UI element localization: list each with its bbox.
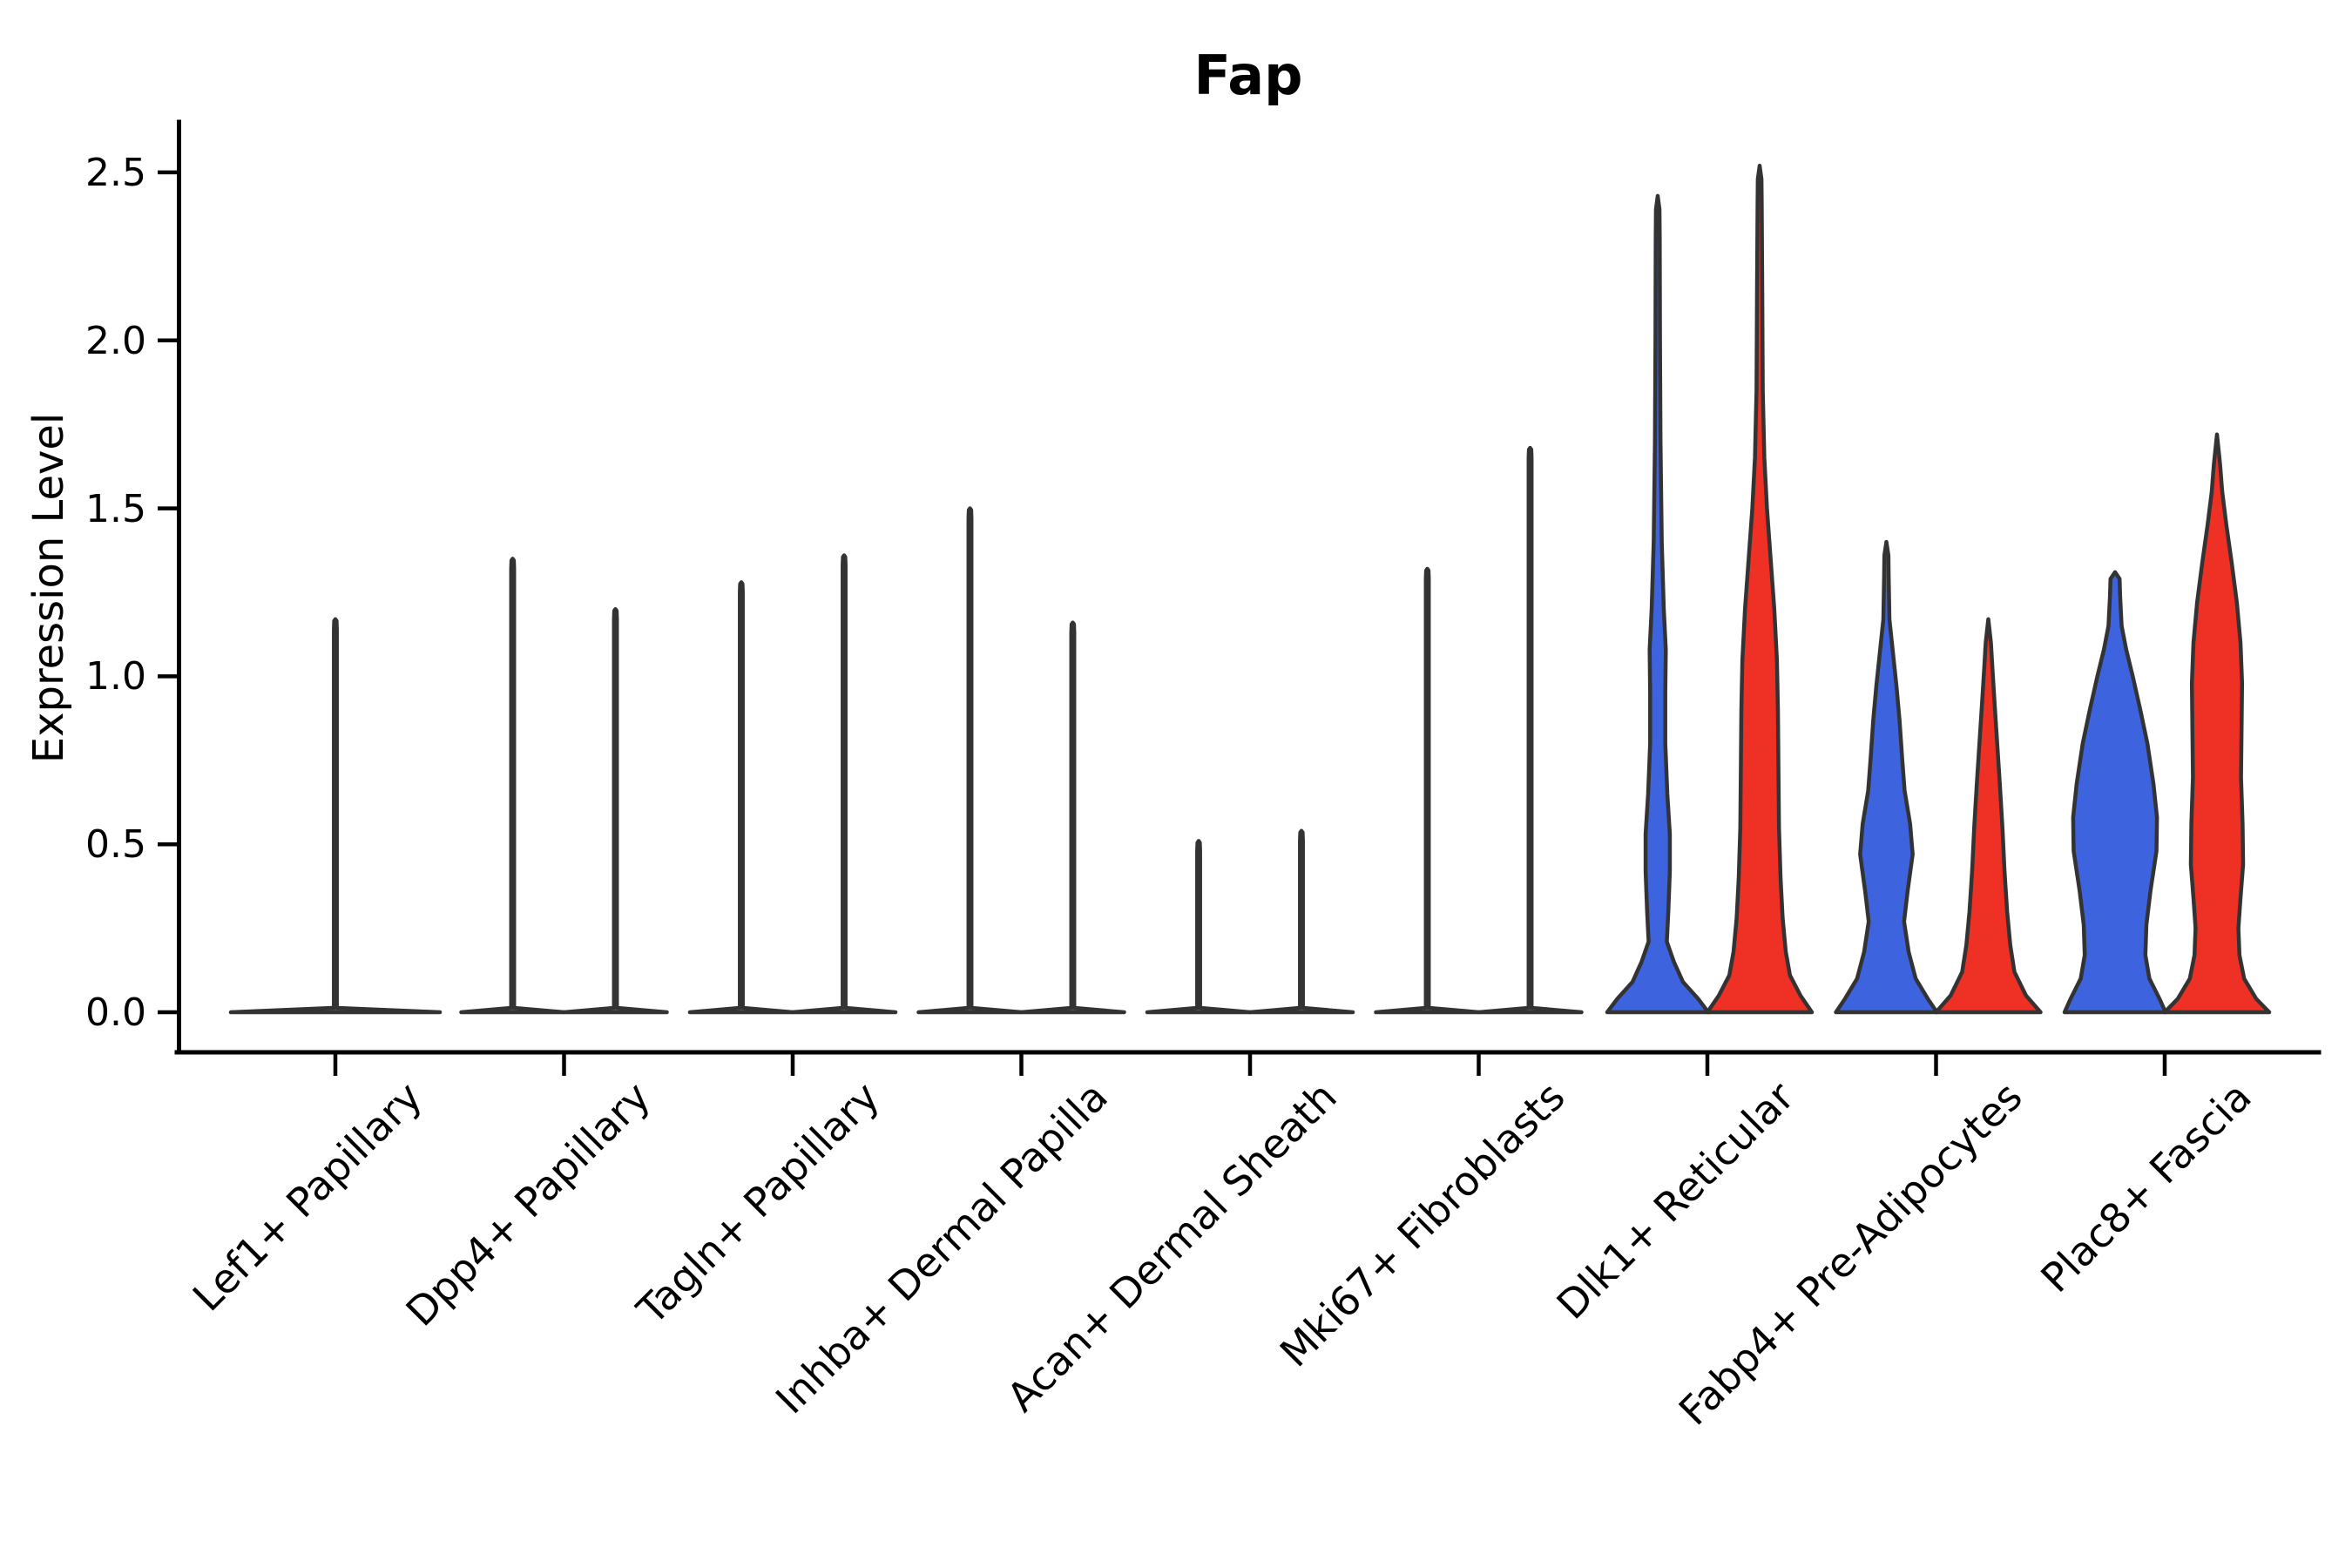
x-tick-label: Dpp4+ Papillary — [397, 1073, 659, 1335]
violin-4-blue — [916, 506, 1024, 1015]
violin-9-blue — [2062, 570, 2168, 1015]
violin-8-red — [1934, 617, 2043, 1015]
y-tick-label: 0.0 — [85, 990, 146, 1035]
y-tick-labels: 0.0 0.5 1.0 1.5 2.0 2.5 — [85, 151, 146, 1035]
violin-5-red — [1247, 828, 1355, 1015]
y-tick-label: 2.0 — [85, 319, 146, 363]
violin-6-red — [1477, 445, 1584, 1015]
violin-1-blue — [228, 617, 443, 1015]
violin-5-blue — [1145, 839, 1253, 1015]
violin-2-blue — [459, 557, 566, 1015]
violin-4-red — [1019, 620, 1126, 1015]
violin-3-red — [790, 553, 898, 1015]
x-tick-labels: Lef1+ Papillary Dpp4+ Papillary Tagln+ P… — [184, 1073, 2261, 1435]
violin-9-red — [2162, 432, 2272, 1015]
x-tick-label: Lef1+ Papillary — [184, 1073, 431, 1321]
y-tick-label: 2.5 — [85, 151, 146, 195]
violin-8-blue — [1834, 539, 1939, 1015]
y-axis-label: Expression Level — [24, 413, 73, 764]
y-tick-label: 1.5 — [85, 487, 146, 531]
violins-layer — [228, 163, 2272, 1015]
x-tick-marks — [333, 1054, 2167, 1076]
violin-7-blue — [1605, 193, 1711, 1015]
y-tick-marks — [158, 170, 179, 1015]
y-tick-label: 0.5 — [85, 822, 146, 867]
violin-6-blue — [1374, 566, 1481, 1015]
violin-7-red — [1705, 163, 1815, 1015]
chart-title: Fap — [1194, 44, 1303, 107]
x-tick-label: Plac8+ Fascia — [2031, 1073, 2260, 1301]
x-tick-label: Dlk1+ Reticular — [1548, 1073, 1803, 1328]
x-tick-label: Tagln+ Papillary — [627, 1073, 889, 1335]
violin-2-red — [562, 606, 669, 1015]
axis-spines — [174, 119, 2322, 1055]
violin-3-blue — [687, 580, 795, 1015]
y-tick-label: 1.0 — [85, 654, 146, 699]
